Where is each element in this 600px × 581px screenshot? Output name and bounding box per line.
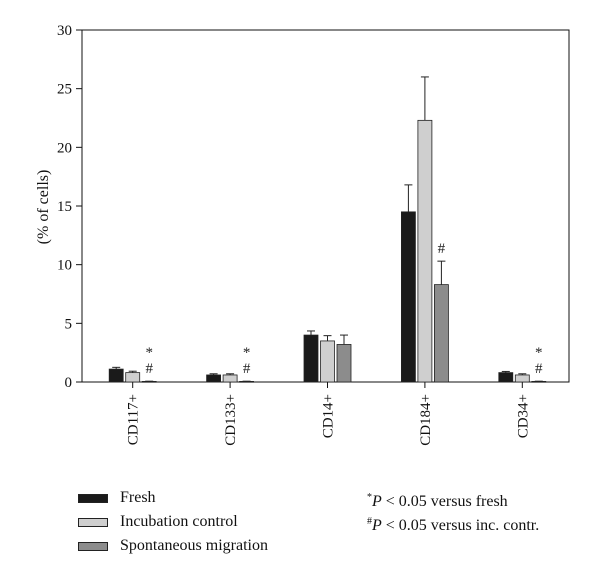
x-tick-label: CD117+ [126,394,142,445]
significance-mark: # [535,361,543,377]
bar [498,372,514,383]
plot-frame [81,29,570,383]
bar [514,374,530,383]
note-symbol: # [367,516,372,527]
legend-item-incubation: Incubation control [78,510,268,534]
bar [336,344,352,383]
note-text: < 0.05 versus inc. contr. [381,517,540,534]
legend-label-incubation: Incubation control [120,513,238,530]
note-text: < 0.05 versus fresh [381,493,508,510]
bars: #*#*##* [108,76,547,383]
y-tick-label: 30 [57,23,72,39]
note-p: P [372,517,382,534]
bar [125,372,141,383]
bar [433,284,449,383]
note-incubation: #P < 0.05 versus inc. contr. [367,510,539,534]
legend-swatch-migration [78,541,108,551]
bar [108,368,124,383]
bar-chart: 0 5 10 15 20 25 30 CD117+ CD133+ CD14+ CD184+ CD34+… [35,23,570,446]
bar [400,211,416,383]
legend-item-migration: Spontaneous migration [78,534,268,558]
y-tick-label: 5 [65,316,73,332]
x-tick-label: CD34+ [515,394,531,438]
legend-label-fresh: Fresh [120,489,156,506]
y-tick-label: 20 [57,140,72,156]
significance-mark: # [438,241,446,257]
significance-mark: # [145,361,153,377]
significance-mark: # [243,361,251,377]
note-p: P [372,493,382,510]
legend-swatch-fresh [78,493,108,503]
significance-mark: * [243,345,251,361]
y-tick-label: 25 [57,82,72,98]
significance-mark: * [535,345,543,361]
bar [417,119,433,383]
bar [303,334,319,383]
y-tick-label: 10 [57,258,72,274]
legend-item-fresh: Fresh [78,486,268,510]
note-symbol: * [367,492,372,503]
legend-swatch-incubation [78,517,108,527]
y-tick-label: 15 [57,199,72,215]
bar [320,340,335,383]
significance-notes: *P < 0.05 versus fresh #P < 0.05 versus … [367,486,539,534]
bar [206,374,222,383]
note-fresh: *P < 0.05 versus fresh [367,486,539,510]
legend: Fresh Incubation control Spontaneous mig… [78,486,268,558]
significance-mark: * [145,345,153,361]
x-tick-label: CD133+ [223,394,239,446]
y-axis-title: (% of cells) [35,170,52,245]
legend-label-migration: Spontaneous migration [120,537,268,554]
axes: 0 5 10 15 20 25 30 CD117+ CD133+ CD14+ CD184+ CD34+ [57,23,570,446]
x-tick-label: CD184+ [418,394,434,446]
x-tick-label: CD14+ [321,394,337,438]
bar [222,374,238,383]
y-tick-label: 0 [65,375,73,391]
